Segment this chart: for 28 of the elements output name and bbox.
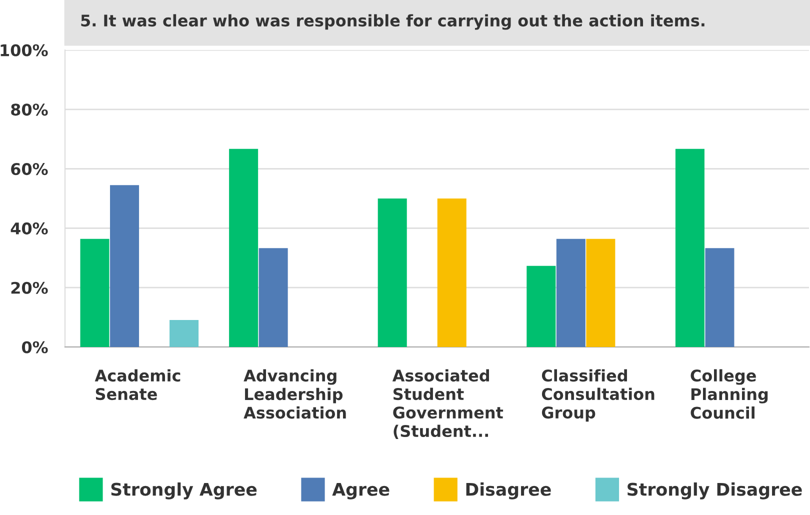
x-tick-label: Classified Consultation Group: [542, 369, 654, 422]
bar: [229, 148, 258, 347]
bar: [110, 185, 140, 347]
legend-label: Strongly Agree: [111, 482, 257, 500]
y-tick-label: 40%: [10, 222, 48, 234]
bar: [586, 238, 616, 347]
chart-title: 5. It was clear who was responsible for carrying out the action items.: [81, 14, 704, 30]
x-tick-label: Associated Student Government (Student...: [392, 369, 504, 439]
legend-label: Disagree: [466, 482, 551, 500]
y-tick-label: 100%: [0, 44, 48, 56]
bar: [80, 238, 110, 347]
y-tick-label: 60%: [11, 163, 48, 176]
bar: [170, 320, 199, 347]
bar: [378, 198, 407, 347]
y-tick-label: 20%: [11, 282, 48, 294]
x-tick-label: College Planning Council: [690, 369, 768, 419]
bar: [526, 266, 556, 347]
bar: [705, 248, 734, 347]
legend-label: Strongly Disagree: [628, 482, 802, 500]
bar: [675, 148, 704, 347]
bar: [258, 248, 288, 347]
y-tick-label: 80%: [11, 104, 48, 116]
bar: [556, 238, 586, 347]
legend-label: Agree: [332, 482, 390, 500]
x-tick-label: Academic Senate: [94, 369, 180, 400]
x-tick-label: Advancing Leadership Association: [244, 369, 346, 419]
bar: [437, 198, 466, 347]
y-tick-label: 0%: [22, 341, 48, 354]
